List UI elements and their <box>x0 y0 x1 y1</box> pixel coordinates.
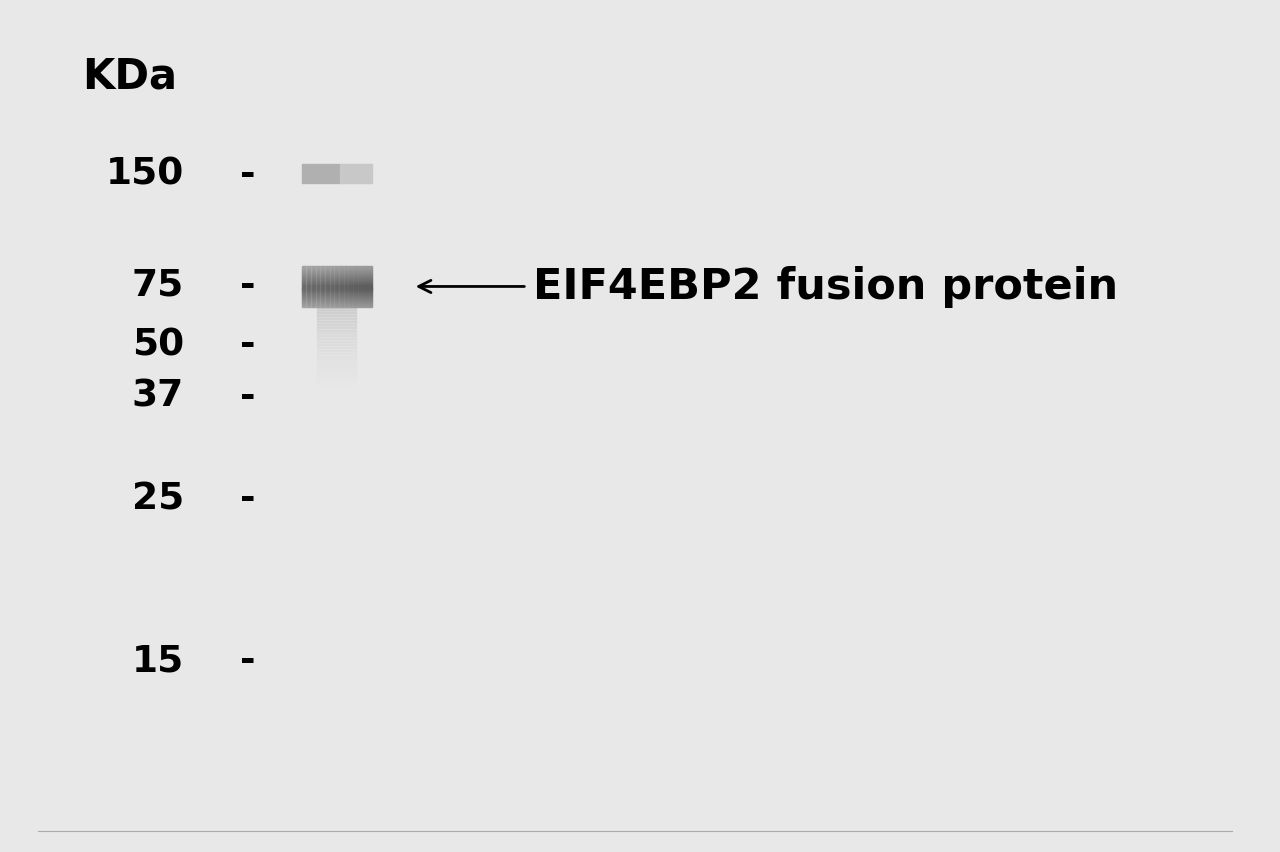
Bar <box>317 308 356 311</box>
Bar <box>317 379 356 383</box>
Bar <box>317 316 356 320</box>
Bar <box>317 411 356 415</box>
Bar <box>317 368 356 371</box>
Text: 75: 75 <box>132 268 184 303</box>
Bar <box>317 336 356 340</box>
Bar <box>343 267 348 308</box>
Bar <box>302 279 371 281</box>
Bar <box>311 267 316 308</box>
Bar <box>317 362 356 366</box>
Bar <box>317 339 356 343</box>
Text: 50: 50 <box>132 327 184 363</box>
Bar <box>317 322 356 325</box>
Text: -: - <box>239 268 256 303</box>
Bar <box>302 303 371 306</box>
Bar <box>302 305 371 308</box>
Bar <box>302 267 306 308</box>
Bar <box>302 285 371 287</box>
Bar <box>317 396 356 400</box>
Bar <box>317 327 356 331</box>
Bar <box>317 394 356 397</box>
Text: -: - <box>239 481 256 516</box>
Bar <box>317 345 356 348</box>
Bar <box>302 293 371 296</box>
Bar <box>302 281 371 283</box>
Bar <box>302 291 371 293</box>
Bar <box>317 333 356 337</box>
Bar <box>320 267 325 308</box>
Bar <box>306 267 311 308</box>
Bar <box>317 388 356 392</box>
Bar <box>302 289 371 291</box>
Bar <box>317 331 356 334</box>
Bar <box>317 302 356 305</box>
Text: EIF4EBP2 fusion protein: EIF4EBP2 fusion protein <box>534 266 1119 308</box>
Bar <box>353 267 357 308</box>
Bar <box>317 365 356 369</box>
Bar <box>302 295 371 297</box>
Bar <box>302 274 371 277</box>
Bar <box>317 342 356 346</box>
Bar <box>317 414 356 417</box>
Bar <box>302 302 371 303</box>
Bar <box>317 391 356 394</box>
Text: 25: 25 <box>132 481 184 516</box>
Bar <box>302 277 371 279</box>
Bar <box>317 313 356 317</box>
Bar <box>367 267 371 308</box>
Bar <box>317 319 356 323</box>
Bar <box>317 371 356 374</box>
Text: KDa: KDa <box>83 55 178 98</box>
Bar <box>317 350 356 354</box>
Bar <box>302 273 371 275</box>
Bar <box>317 348 356 351</box>
Bar <box>339 267 343 308</box>
Bar <box>348 267 353 308</box>
Text: 150: 150 <box>106 157 184 193</box>
Bar <box>302 271 371 273</box>
Bar <box>330 267 334 308</box>
Bar <box>317 356 356 360</box>
Bar <box>334 267 339 308</box>
Bar <box>340 165 371 184</box>
Bar <box>302 267 371 268</box>
Bar <box>317 408 356 412</box>
Text: -: - <box>239 378 256 414</box>
Bar <box>317 310 356 314</box>
Bar <box>316 267 320 308</box>
Bar <box>317 304 356 308</box>
Text: 15: 15 <box>132 642 184 678</box>
Bar <box>302 299 371 302</box>
Bar <box>302 268 371 271</box>
Bar <box>357 267 362 308</box>
Bar <box>317 359 356 363</box>
Text: -: - <box>239 327 256 363</box>
Bar <box>317 354 356 357</box>
Bar <box>317 400 356 403</box>
Text: 37: 37 <box>132 378 184 414</box>
Bar <box>302 297 371 299</box>
Bar <box>317 385 356 389</box>
Bar <box>302 283 371 285</box>
Bar <box>302 287 371 289</box>
Bar <box>317 405 356 409</box>
Bar <box>317 325 356 328</box>
Bar <box>362 267 367 308</box>
Text: -: - <box>239 157 256 193</box>
Bar <box>325 267 330 308</box>
Bar <box>317 377 356 380</box>
Bar <box>317 373 356 377</box>
Bar <box>317 402 356 406</box>
Bar <box>302 165 340 184</box>
Bar <box>317 382 356 386</box>
Text: -: - <box>239 642 256 678</box>
